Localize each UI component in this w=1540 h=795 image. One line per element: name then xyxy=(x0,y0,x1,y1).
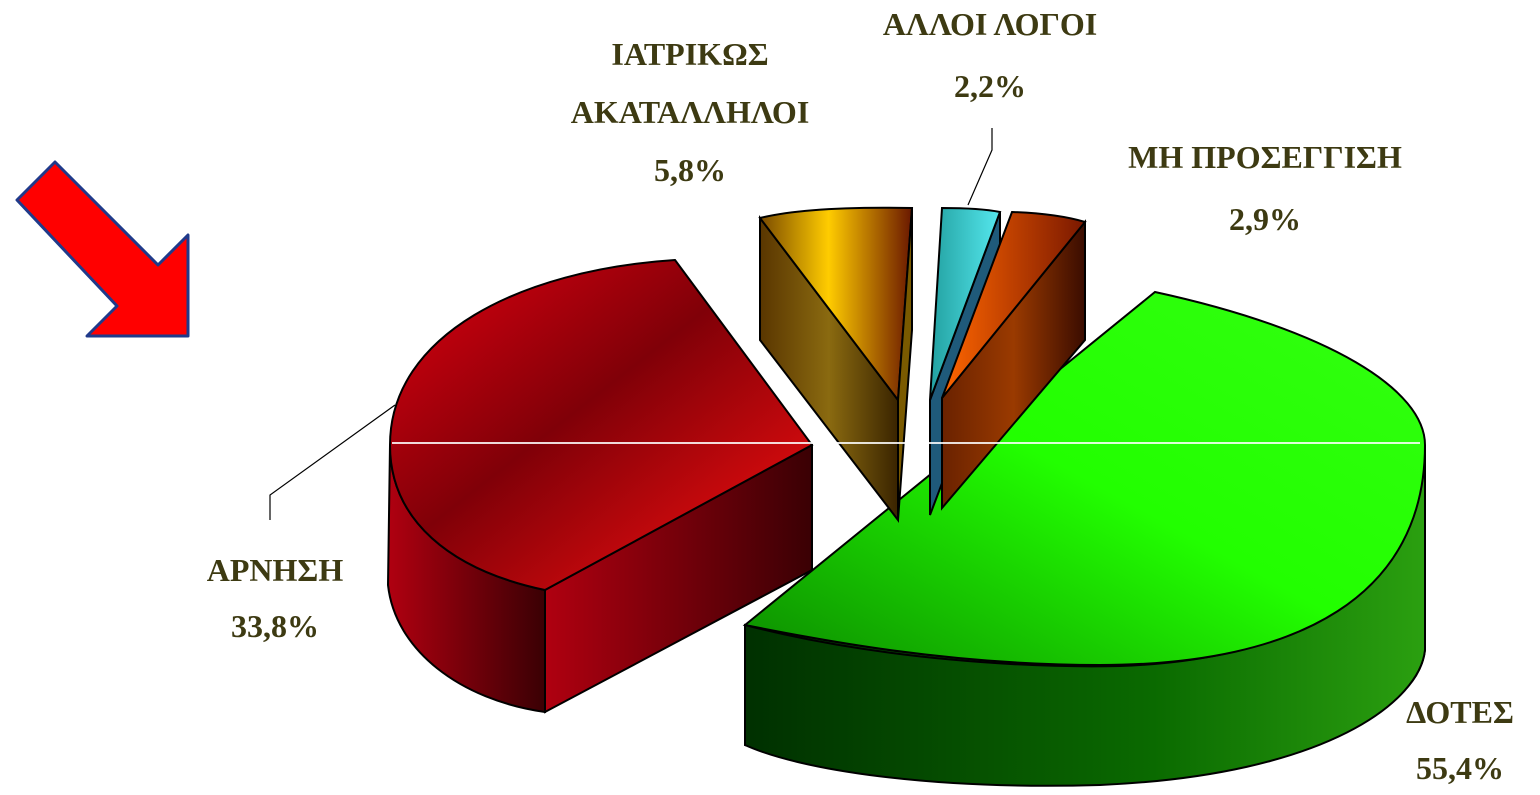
slice-mi-proseggisi xyxy=(941,210,1087,511)
slice-arnisi xyxy=(386,258,814,714)
label-arnisi-value: 33,8% xyxy=(231,608,319,644)
slice-mi-proseggisi-top xyxy=(941,210,1087,399)
label-alloi-name: ΑΛΛΟΙ ΛΟΓΟΙ xyxy=(882,6,1098,42)
label-arnisi: ΑΡΝΗΣΗ 33,8% xyxy=(165,548,385,648)
slice-arnisi-top xyxy=(388,258,814,592)
label-alloi-value: 2,2% xyxy=(954,68,1026,104)
label-mi-proseggisi: ΜΗ ΠΡΟΣΕΓΓΙΣΗ 2,9% xyxy=(1070,135,1460,241)
slice-dotes xyxy=(742,290,1427,787)
label-mi-proseggisi-name: ΜΗ ΠΡΟΣΕΓΓΙΣΗ xyxy=(1128,139,1402,175)
label-iatrikos-name-1: ΙΑΤΡΙΚΩΣ xyxy=(611,36,769,72)
label-iatrikos-value: 5,8% xyxy=(654,152,726,188)
label-dotes-value: 55,4% xyxy=(1416,750,1504,786)
label-iatrikos: ΙΑΤΡΙΚΩΣ ΑΚΑΤΑΛΛΗΛΟΙ 5,8% xyxy=(530,32,850,192)
leader-line-arnisi xyxy=(269,404,396,520)
slice-dotes-top xyxy=(742,290,1427,667)
slice-iatrikos xyxy=(758,206,914,523)
label-alloi: ΑΛΛΟΙ ΛΟΓΟΙ 2,2% xyxy=(840,2,1140,108)
label-mi-proseggisi-value: 2,9% xyxy=(1229,201,1301,237)
label-iatrikos-name-2: ΑΚΑΤΑΛΛΗΛΟΙ xyxy=(570,94,810,130)
label-arnisi-name: ΑΡΝΗΣΗ xyxy=(206,552,344,588)
label-dotes: ΔΟΤΕΣ 55,4% xyxy=(1385,690,1535,790)
slice-alloi-top xyxy=(929,206,1002,401)
leader-line-alloi xyxy=(967,128,993,206)
label-dotes-name: ΔΟΤΕΣ xyxy=(1406,694,1514,730)
pointer-arrow xyxy=(15,160,190,338)
